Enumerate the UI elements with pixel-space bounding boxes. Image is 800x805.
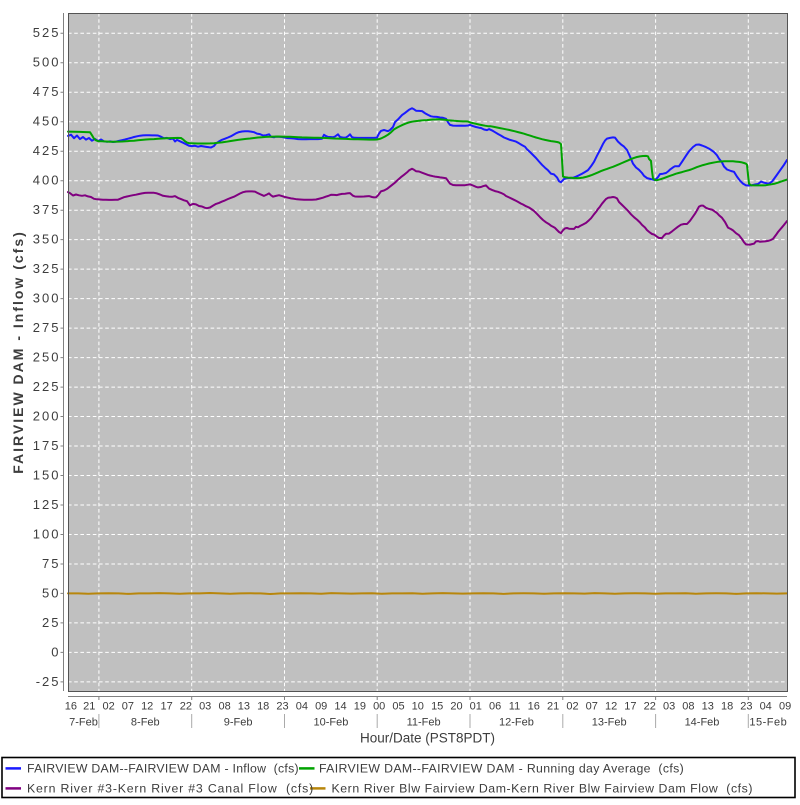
svg-text:11: 11 <box>509 701 520 713</box>
svg-text:02: 02 <box>102 701 114 713</box>
svg-text:FAIRVIEW DAM - Inflow (cfs): FAIRVIEW DAM - Inflow (cfs) <box>10 230 26 474</box>
svg-text:275: 275 <box>33 320 61 335</box>
svg-text:13-Feb: 13-Feb <box>592 717 627 729</box>
svg-text:12: 12 <box>141 701 153 713</box>
svg-text:09: 09 <box>779 701 791 713</box>
svg-text:14-Feb: 14-Feb <box>685 717 720 729</box>
svg-text:175: 175 <box>33 438 61 453</box>
svg-text:07: 07 <box>586 701 598 713</box>
svg-text:05: 05 <box>392 701 404 713</box>
svg-text:525: 525 <box>33 25 61 40</box>
svg-text:16: 16 <box>65 701 77 713</box>
svg-text:01: 01 <box>470 701 482 713</box>
svg-text:10-Feb: 10-Feb <box>313 717 348 729</box>
svg-text:475: 475 <box>33 84 61 99</box>
svg-text:200: 200 <box>33 408 61 423</box>
svg-text:22: 22 <box>644 701 656 713</box>
svg-text:17: 17 <box>160 701 172 713</box>
svg-text:450: 450 <box>33 114 61 129</box>
svg-text:09: 09 <box>315 701 327 713</box>
svg-text:03: 03 <box>199 701 211 713</box>
svg-text:7-Feb: 7-Feb <box>69 717 98 729</box>
svg-text:14: 14 <box>334 701 346 713</box>
svg-text:-25: -25 <box>36 674 61 689</box>
svg-text:16: 16 <box>528 701 540 713</box>
svg-text:300: 300 <box>33 291 61 306</box>
svg-text:11-Feb: 11-Feb <box>407 717 441 729</box>
svg-text:13: 13 <box>702 701 714 713</box>
svg-text:00: 00 <box>373 701 385 713</box>
svg-text:18: 18 <box>257 701 269 713</box>
svg-text:Kern River #3-Kern River #3 Ca: Kern River #3-Kern River #3 Canal Flow (… <box>27 782 314 796</box>
svg-text:FAIRVIEW DAM--FAIRVIEW DAM - I: FAIRVIEW DAM--FAIRVIEW DAM - Inflow (cfs… <box>27 762 299 776</box>
svg-text:FAIRVIEW DAM--FAIRVIEW DAM - R: FAIRVIEW DAM--FAIRVIEW DAM - Running day… <box>319 762 684 776</box>
svg-text:Kern River Blw Fairview Dam-Ke: Kern River Blw Fairview Dam-Kern River B… <box>332 782 754 796</box>
svg-text:02: 02 <box>566 701 578 713</box>
svg-text:17: 17 <box>624 701 636 713</box>
svg-text:07: 07 <box>122 701 134 713</box>
svg-text:22: 22 <box>180 701 192 713</box>
svg-text:18: 18 <box>721 701 733 713</box>
svg-text:0: 0 <box>51 644 60 659</box>
svg-text:Hour/Date (PST8PDT): Hour/Date (PST8PDT) <box>360 731 495 746</box>
svg-text:12: 12 <box>605 701 617 713</box>
svg-text:10: 10 <box>412 701 424 713</box>
svg-text:23: 23 <box>276 701 288 713</box>
svg-text:9-Feb: 9-Feb <box>224 717 253 729</box>
svg-text:425: 425 <box>33 143 61 158</box>
svg-text:250: 250 <box>33 350 61 365</box>
svg-text:21: 21 <box>547 701 559 713</box>
svg-text:15-Feb: 15-Feb <box>749 717 787 729</box>
svg-text:21: 21 <box>83 701 95 713</box>
svg-text:23: 23 <box>740 701 752 713</box>
svg-text:04: 04 <box>296 701 308 713</box>
svg-text:50: 50 <box>42 585 60 600</box>
svg-text:08: 08 <box>218 701 230 713</box>
svg-text:19: 19 <box>354 701 366 713</box>
svg-text:04: 04 <box>760 701 772 713</box>
svg-text:08: 08 <box>682 701 694 713</box>
svg-text:150: 150 <box>33 467 61 482</box>
svg-text:125: 125 <box>33 497 61 512</box>
svg-text:12-Feb: 12-Feb <box>499 717 534 729</box>
svg-text:13: 13 <box>238 701 250 713</box>
svg-text:8-Feb: 8-Feb <box>131 717 160 729</box>
svg-text:375: 375 <box>33 202 61 217</box>
svg-text:75: 75 <box>42 556 60 571</box>
svg-text:03: 03 <box>663 701 675 713</box>
svg-text:225: 225 <box>33 379 61 394</box>
svg-text:500: 500 <box>33 55 61 70</box>
svg-text:325: 325 <box>33 261 61 276</box>
svg-text:15: 15 <box>431 701 443 713</box>
svg-text:20: 20 <box>450 701 462 713</box>
svg-text:25: 25 <box>42 615 60 630</box>
svg-text:100: 100 <box>33 526 61 541</box>
svg-text:06: 06 <box>489 701 501 713</box>
svg-text:400: 400 <box>33 173 61 188</box>
svg-text:350: 350 <box>33 232 61 247</box>
